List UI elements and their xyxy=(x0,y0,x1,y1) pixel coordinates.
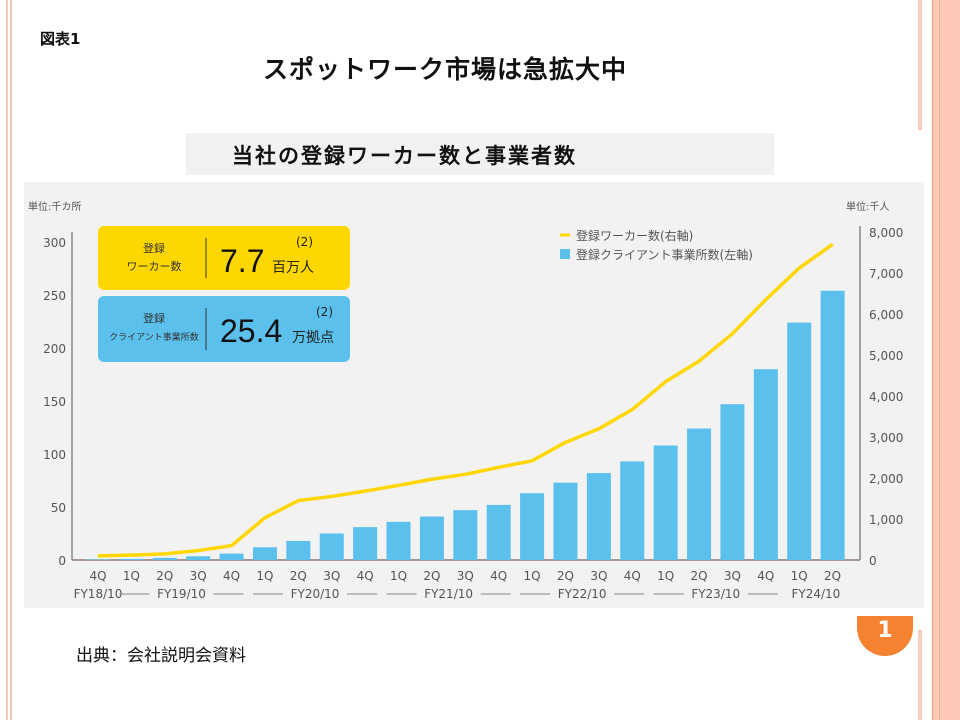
source-note: 出典：会社説明会資料 xyxy=(76,646,246,666)
bar-client-offices xyxy=(86,559,110,560)
x-axis-quarter-label: 4Q xyxy=(757,569,774,583)
callout-note: (2) xyxy=(296,235,313,249)
bar-client-offices xyxy=(553,482,578,560)
left-axis-tick-label: 300 xyxy=(43,236,66,250)
slide-right-accent xyxy=(918,0,922,130)
bar-client-offices xyxy=(353,527,378,560)
x-axis-fiscal-year-label: FY23/10 xyxy=(691,587,740,601)
figure-label: 図表1 xyxy=(40,30,81,48)
x-axis-quarter-label: 1Q xyxy=(657,569,674,583)
page-number-badge: 1 xyxy=(857,616,913,656)
slide-right-band xyxy=(932,0,960,720)
bar-client-offices xyxy=(486,504,511,560)
x-axis-quarter-label: 4Q xyxy=(89,569,106,583)
x-axis-quarter-label: 2Q xyxy=(290,569,307,583)
x-axis-quarter-label: 3Q xyxy=(724,569,741,583)
x-axis-fiscal-year-label: FY24/10 xyxy=(791,587,840,601)
left-axis-tick-label: 250 xyxy=(43,289,66,303)
callout-label-line2: クライアント事業所数 xyxy=(109,331,199,343)
x-axis-quarter-label: 1Q xyxy=(256,569,273,583)
combo-chart: 単位:千カ所 単位:千人 0 50 100 150 200 250 300 0 1,000 2,000… xyxy=(28,200,903,601)
bar-client-offices xyxy=(152,557,177,560)
x-axis-fiscal-year-label: FY19/10 xyxy=(157,587,206,601)
x-axis-quarter-label: 2Q xyxy=(824,569,841,583)
right-axis-unit-label: 単位:千人 xyxy=(846,200,889,213)
bar-client-offices xyxy=(119,558,144,560)
x-axis-quarter-label: 2Q xyxy=(156,569,173,583)
legend-bar-swatch xyxy=(560,249,570,259)
left-axis-tick-label: 150 xyxy=(43,395,66,409)
bar-client-offices xyxy=(252,547,277,560)
x-axis-quarter-label: 1Q xyxy=(524,569,541,583)
bar-client-offices xyxy=(787,322,812,560)
right-axis-tick-label: 8,000 xyxy=(869,226,903,240)
subtitle-background xyxy=(186,133,774,175)
callout-value: 7.7 xyxy=(220,243,264,279)
x-axis-quarter-label: 4Q xyxy=(624,569,641,583)
bar-client-offices xyxy=(286,540,311,560)
bar-client-offices xyxy=(219,553,244,560)
bar-client-offices xyxy=(687,428,712,560)
x-axis-quarter-label: 1Q xyxy=(123,569,140,583)
callout-label-line2: ワーカー数 xyxy=(127,260,182,273)
bar-client-offices xyxy=(586,473,611,560)
bar-client-offices xyxy=(419,516,444,560)
x-axis-quarter-label: 2Q xyxy=(423,569,440,583)
left-axis-tick-label: 50 xyxy=(51,501,66,515)
right-axis-tick-label: 1,000 xyxy=(869,513,903,527)
left-axis-tick-label: 0 xyxy=(58,554,66,568)
callout-box xyxy=(98,226,350,290)
left-axis-tick-label: 100 xyxy=(43,448,66,462)
callout-box xyxy=(98,296,350,362)
x-axis-quarter-label: 3Q xyxy=(590,569,607,583)
left-axis-tick-label: 200 xyxy=(43,342,66,356)
bar-client-offices xyxy=(386,521,411,560)
chart-panel: 単位:千カ所 単位:千人 0 50 100 150 200 250 300 0 1,000 2,000… xyxy=(24,182,924,608)
x-axis-fiscal-year-label: FY22/10 xyxy=(558,587,607,601)
legend-label-workers: 登録ワーカー数(右軸) xyxy=(576,228,693,243)
x-axis-quarter-label: 2Q xyxy=(690,569,707,583)
callout-value: 25.4 xyxy=(220,313,282,349)
x-axis-quarter-label: 1Q xyxy=(390,569,407,583)
x-axis-quarter-label: 3Q xyxy=(323,569,340,583)
right-axis-tick-label: 5,000 xyxy=(869,349,903,363)
x-axis-quarter-label: 2Q xyxy=(557,569,574,583)
right-axis-tick-label: 4,000 xyxy=(869,390,903,404)
x-axis-fiscal-year-label: FY20/10 xyxy=(291,587,340,601)
bar-client-offices xyxy=(720,404,745,560)
slide-right-accent-bottom xyxy=(918,630,922,720)
right-axis-tick-label: 2,000 xyxy=(869,472,903,486)
bar-client-offices xyxy=(620,461,645,560)
x-axis-fiscal-year-label: FY21/10 xyxy=(424,587,473,601)
right-axis-tick-label: 7,000 xyxy=(869,267,903,281)
right-axis-tick-label: 6,000 xyxy=(869,308,903,322)
x-axis-quarter-label: 4Q xyxy=(223,569,240,583)
x-axis-fiscal-year-label: FY18/10 xyxy=(74,587,123,601)
callout-note: (2) xyxy=(316,305,333,319)
x-axis-quarter-label: 4Q xyxy=(357,569,374,583)
right-axis-tick-label: 0 xyxy=(869,554,877,568)
callout-unit: 百万人 xyxy=(272,260,314,276)
bar-client-offices xyxy=(653,445,678,560)
left-axis-unit-label: 単位:千カ所 xyxy=(28,200,81,213)
right-axis-tick-label: 3,000 xyxy=(869,431,903,445)
callout-label-line1: 登録 xyxy=(143,311,165,325)
bar-client-offices xyxy=(319,533,344,560)
callout-unit: 万拠点 xyxy=(292,330,334,346)
chart-subtitle: 当社の登録ワーカー数と事業者数 xyxy=(232,144,577,168)
bar-client-offices xyxy=(520,493,545,560)
legend-label-clients: 登録クライアント事業所数(左軸) xyxy=(576,247,753,262)
bar-client-offices xyxy=(453,510,478,560)
x-axis-quarter-label: 1Q xyxy=(791,569,808,583)
slide-title: スポットワーク市場は急拡大中 xyxy=(262,55,627,84)
bar-client-offices xyxy=(753,369,778,560)
bar-client-offices xyxy=(820,290,845,560)
x-axis-quarter-label: 3Q xyxy=(457,569,474,583)
callout-label-line1: 登録 xyxy=(143,241,165,255)
slide-left-border xyxy=(6,0,12,720)
bar-client-offices xyxy=(186,556,211,560)
x-axis-quarter-label: 3Q xyxy=(190,569,207,583)
x-axis-quarter-label: 4Q xyxy=(490,569,507,583)
